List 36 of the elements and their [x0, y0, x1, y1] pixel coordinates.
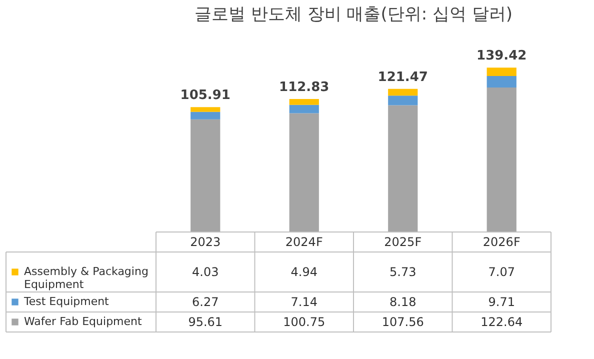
x-tick-label: 2023	[190, 235, 221, 249]
data-label: 7.14	[290, 295, 318, 309]
total-label: 105.91	[180, 88, 230, 104]
data-label: 95.61	[188, 315, 223, 329]
bar	[190, 107, 220, 112]
data-label: 100.75	[283, 315, 326, 329]
data-label: 4.03	[192, 265, 219, 279]
total-label: 121.47	[378, 70, 428, 85]
bar	[289, 104, 319, 114]
legend-label: Test Equipment	[23, 295, 110, 308]
total-label: 112.83	[279, 80, 330, 96]
legend-label: Assembly & Packaging Equipment	[24, 265, 148, 291]
x-tick-label: 2026F	[482, 235, 520, 249]
bar	[190, 112, 220, 120]
bar	[388, 105, 418, 232]
data-label: 4.94	[290, 265, 318, 279]
data-label: 7.07	[488, 265, 515, 279]
x-tick-label: 2024F	[285, 235, 323, 249]
bar	[388, 88, 418, 96]
data-label: 8.18	[390, 295, 416, 309]
chart-title: 글로벌 반도체 장비 매출(단위: 십억 달러)	[194, 4, 513, 25]
bar	[486, 87, 516, 232]
bar	[486, 68, 516, 76]
data-label: 107.56	[382, 315, 424, 329]
total-label: 139.42	[476, 48, 527, 64]
data-label: 122.64	[480, 315, 523, 329]
x-tick-label: 2025F	[384, 235, 422, 249]
bar	[190, 119, 220, 232]
bar	[289, 99, 319, 105]
data-label: 5.73	[390, 265, 416, 279]
data-label: 9.71	[488, 295, 515, 309]
bar	[289, 113, 319, 232]
data-label: 6.27	[192, 295, 219, 309]
legend-label: Wafer Fab Equipment	[24, 315, 143, 328]
bar	[486, 76, 516, 88]
bar	[388, 96, 418, 106]
